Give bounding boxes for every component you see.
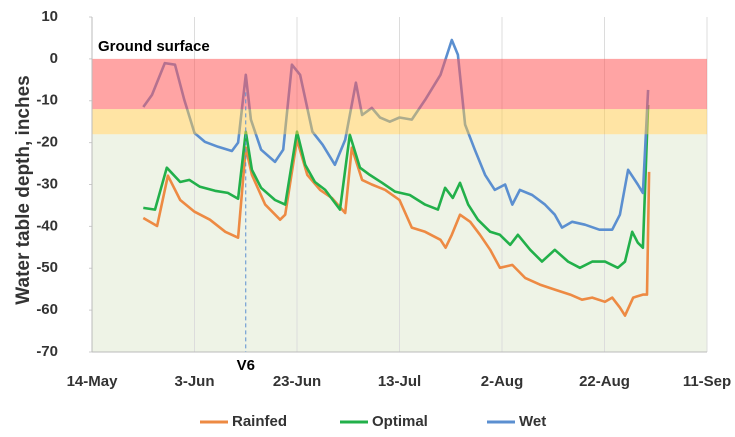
- y-axis-label: Water table depth, inches: [13, 75, 34, 304]
- x-tick-label: 14-May: [67, 373, 119, 390]
- series-line: [143, 104, 650, 270]
- y-tick-label: -30: [36, 175, 58, 192]
- y-tick-label: 0: [50, 50, 58, 67]
- legend-label: Rainfed: [232, 413, 287, 430]
- annotation: Ground surface: [98, 38, 210, 55]
- x-tick-label: 13-Jul: [378, 373, 421, 390]
- band: [92, 109, 707, 135]
- band: [92, 58, 707, 110]
- legend-label: Optimal: [372, 413, 428, 430]
- y-tick-label: -40: [36, 217, 58, 234]
- x-tick-label: 23-Jun: [273, 373, 321, 390]
- labels-layer: 14-May 3-Jun 23-Jun 13-Jul 2-Aug 22-Aug 11-Sep…: [36, 8, 731, 430]
- legend-label: Wet: [519, 413, 546, 430]
- series-line: [142, 138, 651, 317]
- y-tick-label: 10: [41, 8, 58, 25]
- y-tick-label: -10: [36, 92, 58, 109]
- x-tick-label: 22-Aug: [579, 373, 630, 390]
- front-layer: [92, 58, 707, 135]
- y-tick-label: -70: [36, 343, 58, 360]
- annotation: V6: [237, 357, 255, 374]
- y-tick-label: -60: [36, 301, 58, 318]
- x-tick-label: 3-Jun: [174, 373, 214, 390]
- y-tick-label: -50: [36, 259, 58, 276]
- x-tick-label: 2-Aug: [481, 373, 524, 390]
- x-tick-label: 11-Sep: [683, 373, 731, 390]
- y-tick-label: -20: [36, 134, 58, 151]
